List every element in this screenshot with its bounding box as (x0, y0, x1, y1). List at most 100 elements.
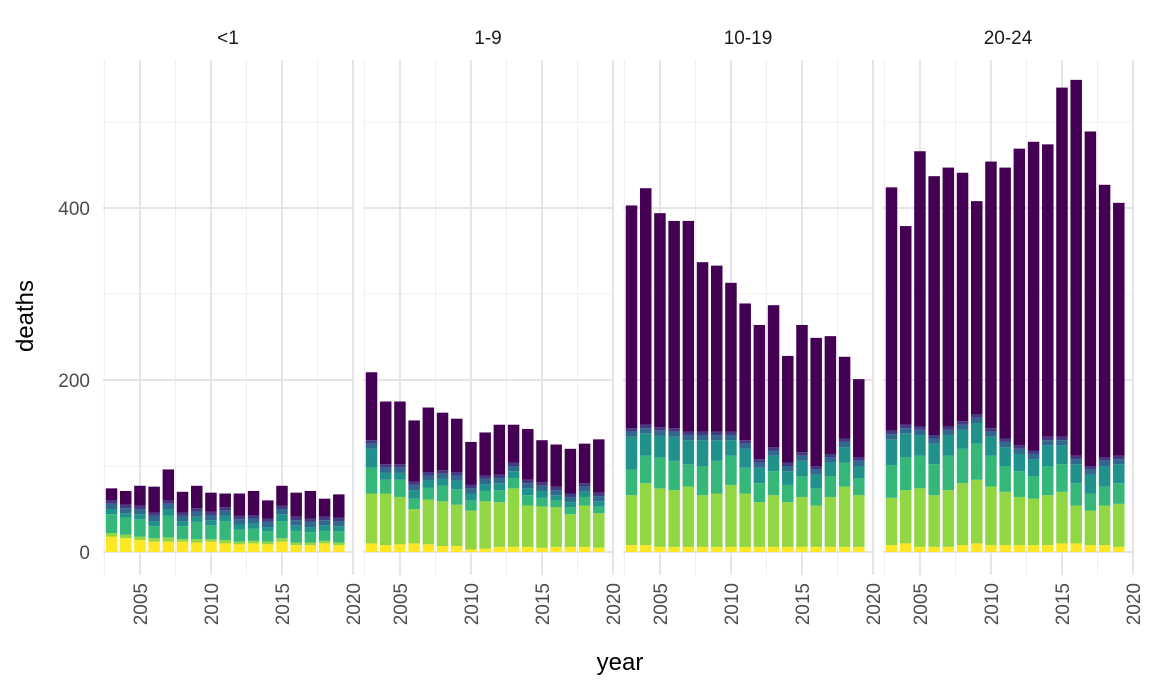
bar-stack (451, 418, 463, 552)
bar-segment-lime (304, 542, 317, 546)
bar-segment-lime (739, 493, 751, 547)
bar-segment-lime (985, 486, 997, 546)
bar-segment-purple (408, 420, 420, 482)
bar-segment-teal (408, 490, 420, 499)
bar-segment-indigo (318, 516, 331, 521)
bar-segment-teal (191, 516, 203, 522)
bar-segment-indigo (422, 472, 435, 476)
bar-segment-teal (304, 527, 317, 533)
bar-segment-purple (318, 498, 331, 517)
bar-segment-blue (853, 460, 865, 466)
bar-segment-purple (725, 282, 737, 432)
bar-segment-indigo (564, 493, 577, 497)
bar-segment-blue (205, 515, 217, 521)
bar-segment-indigo (885, 430, 898, 435)
bar-segment-purple (219, 493, 231, 508)
x-tick-label: 2015 (533, 583, 554, 625)
bar-segment-blue (767, 450, 780, 456)
bar-segment-teal (767, 455, 780, 472)
x-tick-label: 2010 (202, 583, 223, 625)
bar-segment-yellow (1084, 545, 1097, 552)
bar-segment-indigo (578, 483, 591, 487)
bar-segment-teal (810, 474, 822, 489)
bar-stack (105, 488, 118, 552)
bar-segment-lime (479, 501, 491, 549)
bar-segment-teal (956, 429, 969, 449)
bar-segment-indigo (219, 507, 231, 511)
bar-segment-teal (479, 484, 491, 491)
bar-segment-blue (262, 521, 274, 528)
bar-stack (219, 493, 231, 552)
bar-segment-indigo (853, 457, 865, 461)
bar-stack (899, 226, 912, 552)
bar-segment-teal (899, 433, 912, 458)
bar-segment-purple (522, 429, 534, 480)
bar-segment-indigo (682, 431, 695, 436)
bar-segment-purple (999, 167, 1011, 439)
bar-segment-purple (782, 355, 794, 463)
bar-segment-yellow (767, 546, 780, 552)
x-tick-label: 2010 (722, 583, 743, 625)
bar-segment-indigo (928, 435, 940, 439)
bar-segment-lime (119, 534, 132, 539)
bar-segment-yellow (639, 545, 652, 552)
bar-segment-purple (436, 412, 449, 471)
bar-segment-purple (176, 491, 189, 513)
bar-segment-yellow (507, 546, 520, 552)
bar-segment-blue (914, 429, 926, 436)
bar-segment-blue (1084, 469, 1097, 475)
bar-segment-lime (262, 541, 274, 545)
bar-segment-purple (899, 226, 912, 425)
bar-segment-green (753, 483, 766, 503)
bar-segment-green (479, 490, 491, 502)
bar-segment-purple (1042, 144, 1054, 437)
bar-segment-lime (507, 488, 520, 547)
bar-segment-lime (436, 501, 449, 546)
bar-segment-green (304, 532, 317, 543)
bar-stack (134, 485, 146, 552)
bar-stack (507, 424, 520, 552)
bar-segment-green (999, 466, 1011, 492)
bar-segment-indigo (654, 427, 666, 431)
bar-segment-lime (290, 542, 302, 546)
bar-segment-yellow (625, 545, 638, 552)
bar-segment-blue (1070, 459, 1082, 465)
bar-segment-indigo (1084, 466, 1097, 470)
bar-stack (1042, 144, 1054, 552)
bar-segment-green (1056, 464, 1068, 492)
bar-segment-blue (564, 496, 577, 503)
bar-segment-lime (105, 533, 118, 537)
bar-segment-purple (1113, 202, 1125, 456)
x-tick-label: 2010 (982, 583, 1003, 625)
bar-segment-purple (1013, 148, 1026, 446)
bar-segment-teal (394, 472, 406, 480)
bar-segment-blue (276, 509, 288, 515)
bar-segment-yellow (247, 543, 260, 552)
bar-segment-teal (885, 439, 898, 466)
bar-segment-indigo (191, 508, 203, 512)
bar-segment-teal (753, 467, 766, 484)
bar-segment-blue (885, 434, 898, 440)
bar-segment-indigo (1056, 436, 1068, 441)
bar-segment-blue (593, 496, 605, 502)
bar-segment-blue (176, 515, 189, 522)
bar-segment-teal (668, 436, 680, 461)
bar-segment-teal (522, 488, 534, 496)
bar-stack (999, 167, 1011, 552)
bar-segment-indigo (451, 472, 463, 476)
bar-stack (578, 443, 591, 552)
bar-segment-blue (451, 475, 463, 481)
bar-segment-lime (233, 541, 246, 545)
bar-segment-indigo (379, 464, 392, 468)
bar-stack (493, 424, 506, 552)
bar-segment-yellow (971, 543, 983, 552)
bar-segment-green (408, 498, 420, 509)
bar-segment-purple (853, 379, 865, 458)
bar-stack (379, 401, 392, 552)
bar-segment-lime (838, 486, 851, 547)
bar-segment-purple (333, 494, 345, 518)
bar-segment-purple (479, 432, 491, 476)
bar-stack (408, 420, 420, 552)
bar-segment-lime (899, 490, 912, 544)
bar-segment-purple (134, 485, 146, 506)
